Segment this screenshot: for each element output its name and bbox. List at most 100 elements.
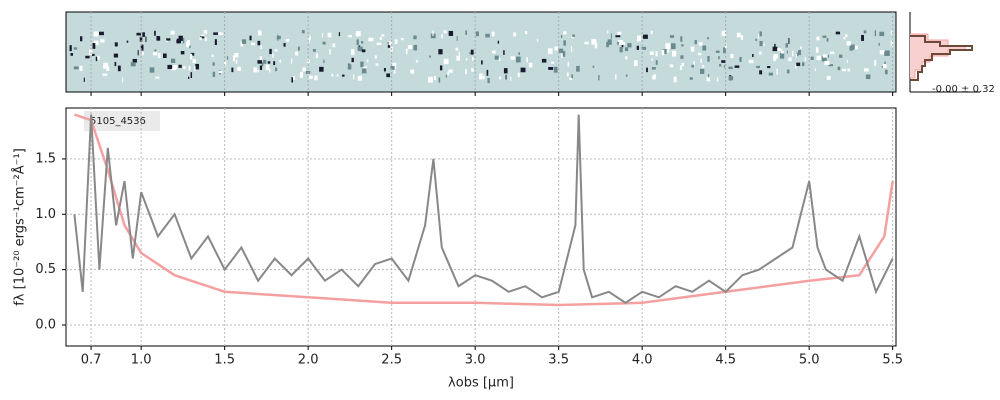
pixel xyxy=(669,35,675,38)
pixel xyxy=(351,57,354,63)
pixel xyxy=(561,53,563,58)
pixel xyxy=(637,35,641,42)
pixel xyxy=(547,48,553,55)
pixel xyxy=(176,39,179,44)
pixel xyxy=(405,48,408,55)
pixel xyxy=(492,50,496,54)
pixel xyxy=(456,36,458,41)
pixel xyxy=(390,66,395,70)
pixel xyxy=(376,42,382,45)
pixel xyxy=(607,39,612,45)
pixel xyxy=(662,49,667,54)
pixel xyxy=(509,76,512,81)
pixel xyxy=(890,40,894,47)
pixel xyxy=(308,75,313,79)
pixel xyxy=(846,60,848,63)
pixel xyxy=(721,60,726,63)
pixel xyxy=(155,76,160,79)
pixel xyxy=(758,33,760,39)
pixel xyxy=(234,52,239,58)
pixel xyxy=(553,66,558,73)
pixel xyxy=(801,62,805,67)
pixel xyxy=(361,68,367,74)
pixel xyxy=(826,38,829,42)
pixel xyxy=(203,30,208,34)
pixel xyxy=(386,73,391,78)
pixel xyxy=(551,61,555,64)
pixel xyxy=(799,46,802,49)
pixel xyxy=(102,73,108,76)
pixel xyxy=(211,54,214,58)
pixel xyxy=(779,52,785,59)
pixel xyxy=(569,77,573,80)
pixel xyxy=(584,41,589,45)
pixel xyxy=(218,32,224,35)
pixel xyxy=(494,55,499,60)
pixel xyxy=(309,35,311,40)
pixel xyxy=(231,67,234,73)
pixel xyxy=(487,77,490,84)
pixel xyxy=(558,48,564,53)
pixel xyxy=(438,77,441,83)
pixel xyxy=(291,77,294,83)
pixel xyxy=(835,31,841,35)
pixel xyxy=(136,32,142,36)
pixel xyxy=(849,45,854,51)
pixel xyxy=(96,55,100,60)
pixel xyxy=(479,73,483,80)
x-tick-label: 1.0 xyxy=(131,353,152,368)
pixel xyxy=(73,47,78,50)
pixel xyxy=(430,33,436,39)
pixel xyxy=(259,56,262,62)
pixel xyxy=(368,37,374,42)
plot-area xyxy=(65,107,897,347)
pixel xyxy=(843,37,846,40)
x-tick-label: 2.5 xyxy=(381,353,402,368)
pixel xyxy=(80,36,83,42)
pixel xyxy=(428,76,433,83)
pixel xyxy=(576,65,580,72)
pixel xyxy=(700,58,702,63)
pixel xyxy=(322,41,326,45)
pixel xyxy=(237,66,241,71)
pixel xyxy=(706,76,711,82)
pixel xyxy=(485,33,490,38)
pixel xyxy=(698,42,703,46)
pixel xyxy=(681,44,684,47)
pixel xyxy=(413,44,418,51)
pixel xyxy=(625,74,628,77)
pixel xyxy=(357,46,363,52)
y-tick-label: 0.5 xyxy=(35,262,56,277)
pixel xyxy=(759,70,763,75)
pixel xyxy=(767,66,771,69)
pixel xyxy=(655,50,658,57)
spectrum-2d-image xyxy=(69,30,894,84)
x-tick-label: 5.0 xyxy=(799,353,820,368)
pixel xyxy=(702,45,707,51)
pixel xyxy=(170,30,175,35)
pixel xyxy=(617,31,622,35)
pixel xyxy=(483,75,485,80)
pixel xyxy=(297,46,300,51)
pixel xyxy=(548,67,554,70)
pixel xyxy=(410,69,415,74)
pixel xyxy=(798,49,802,56)
pixel xyxy=(341,74,345,77)
pixel xyxy=(332,43,336,48)
pixel xyxy=(257,69,260,73)
pixel xyxy=(736,32,741,38)
pixel xyxy=(615,35,621,38)
pixel xyxy=(707,74,710,78)
pixel xyxy=(355,31,361,37)
pixel xyxy=(439,65,443,71)
pixel xyxy=(786,50,788,54)
pixel xyxy=(205,37,207,42)
y-tick-label: 1.0 xyxy=(35,207,56,222)
pixel xyxy=(171,68,176,71)
pixel xyxy=(719,63,722,67)
pixel xyxy=(259,65,263,70)
pixel xyxy=(226,56,229,60)
pixel xyxy=(689,77,693,80)
pixel xyxy=(272,53,274,58)
pixel xyxy=(725,43,727,49)
